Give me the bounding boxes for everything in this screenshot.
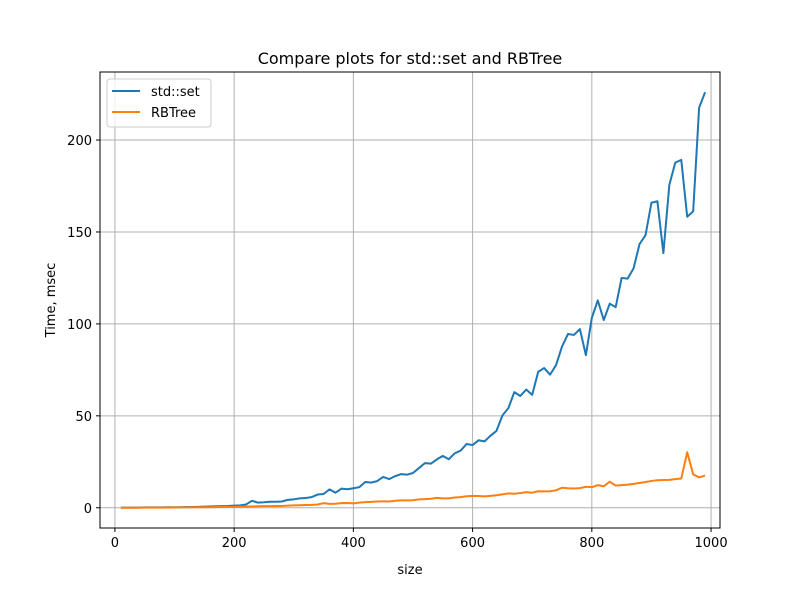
y-tick-label: 0 <box>84 502 92 517</box>
y-axis-ticks: 0 50 100 150 200 <box>67 134 100 517</box>
chart-title: Compare plots for std::set and RBTree <box>258 49 563 68</box>
legend-label-rbtree: RBTree <box>151 106 196 121</box>
x-tick-label: 0 <box>111 536 119 551</box>
y-axis-label: Time, msec <box>44 263 59 339</box>
x-axis-label: size <box>397 563 422 578</box>
y-tick-label: 150 <box>67 226 92 241</box>
grid-lines <box>100 72 720 528</box>
legend-label-std-set: std::set <box>151 85 200 100</box>
x-tick-label: 200 <box>222 536 247 551</box>
y-tick-label: 50 <box>75 410 92 425</box>
y-tick-label: 100 <box>67 318 92 333</box>
x-axis-ticks: 0 200 400 600 800 1000 <box>111 528 728 551</box>
legend: std::set RBTree <box>106 78 212 128</box>
plot-area-frame <box>99 71 721 529</box>
x-tick-label: 800 <box>579 536 604 551</box>
series-layer <box>120 91 707 509</box>
x-tick-label: 400 <box>341 536 366 551</box>
series-line-rbtree <box>120 451 706 509</box>
x-tick-label: 1000 <box>695 536 728 551</box>
y-tick-label: 200 <box>67 134 92 149</box>
x-tick-label: 600 <box>460 536 485 551</box>
